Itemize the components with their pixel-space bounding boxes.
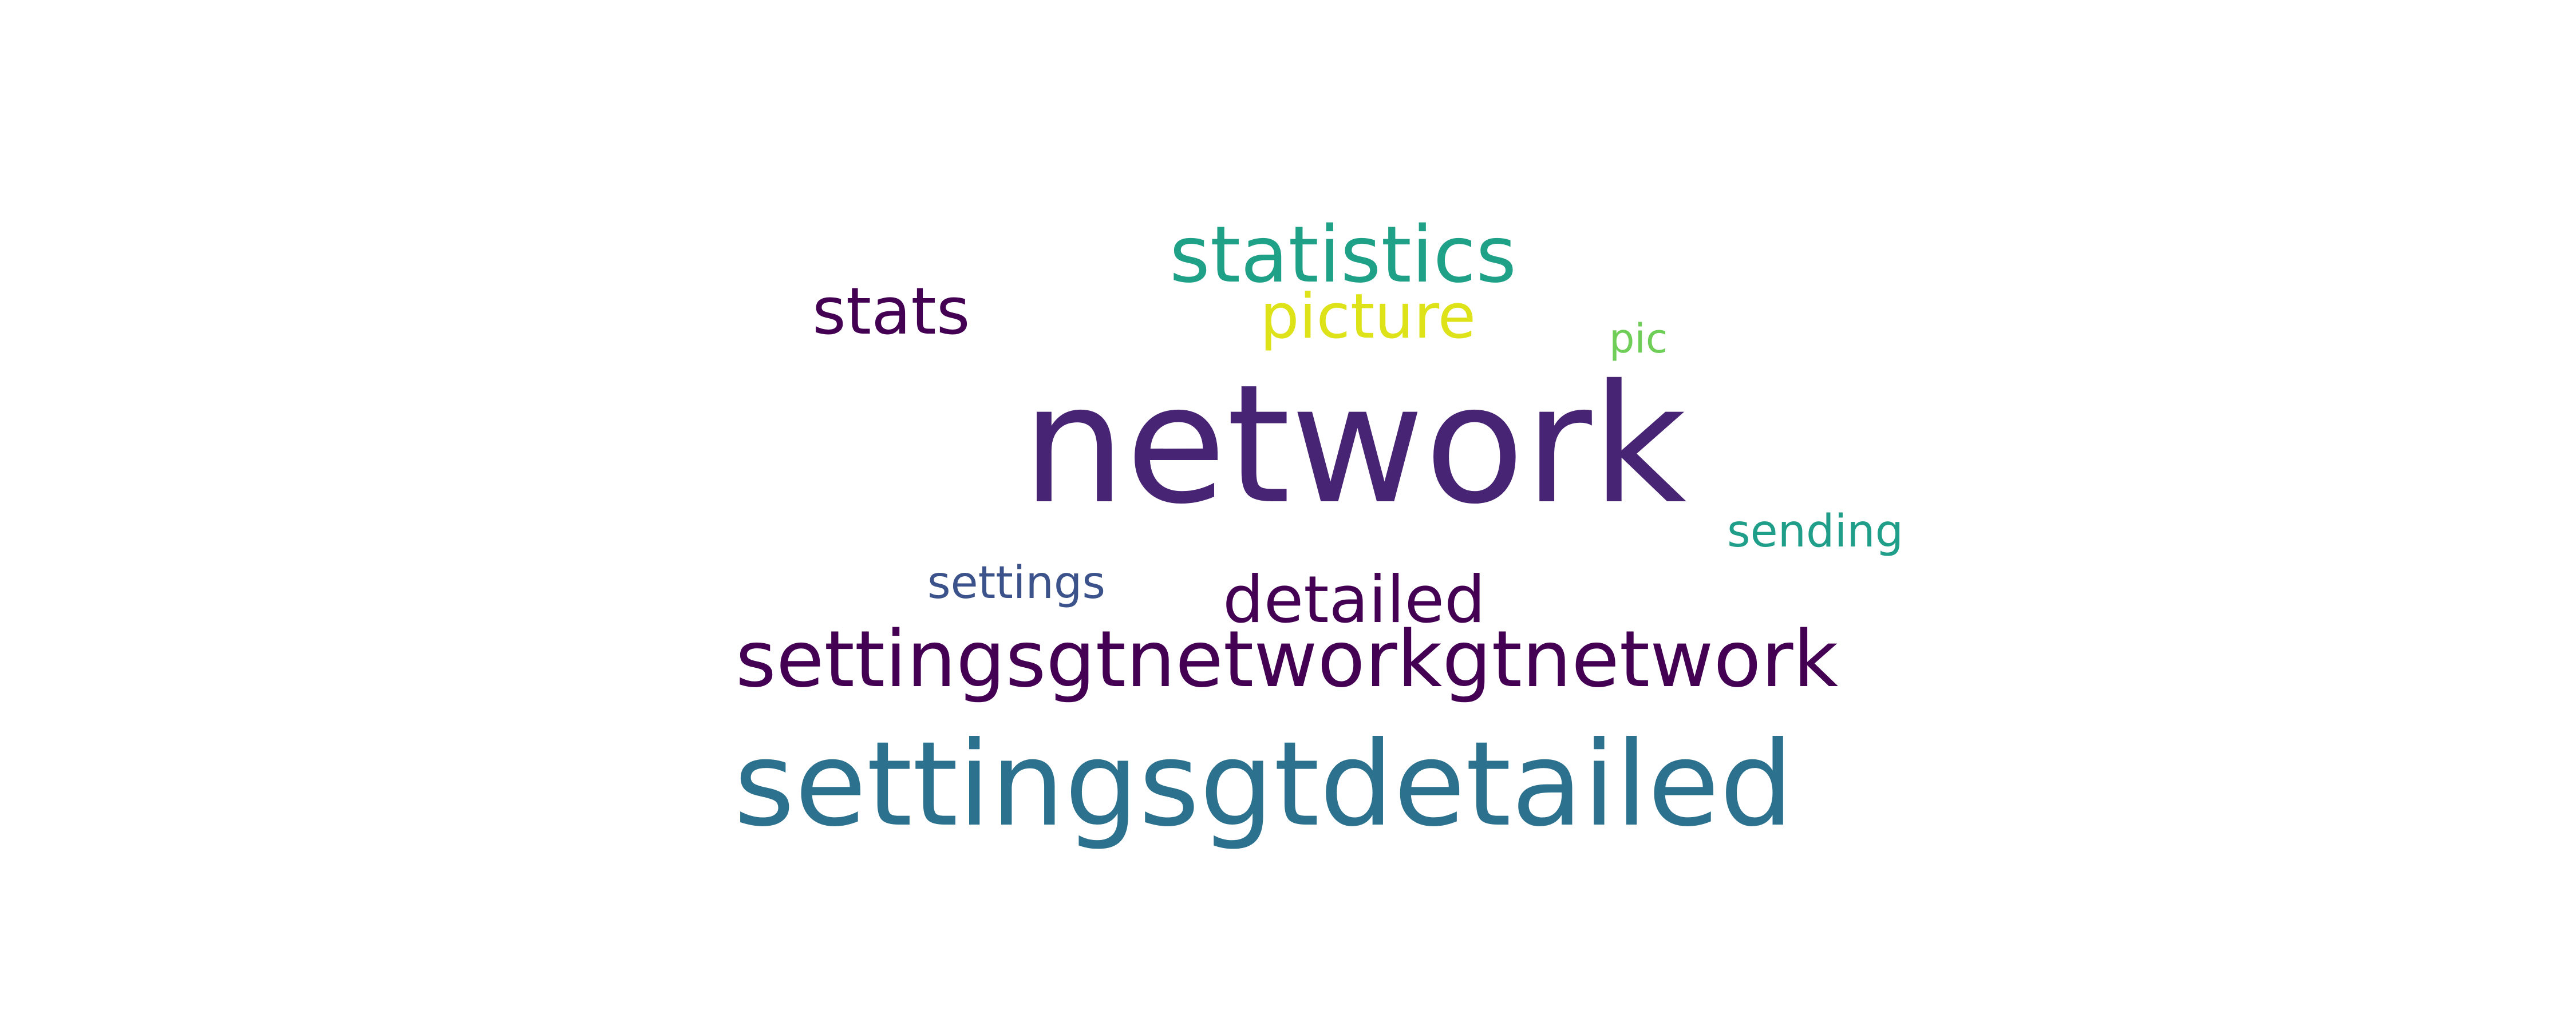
word-sending: sending [1727, 506, 1904, 557]
word-statistics: statistics [1170, 210, 1517, 300]
word-settingsgtnetworkgtnetwork: settingsgtnetworkgtnetwork [736, 615, 1839, 705]
word-stats: stats [812, 274, 970, 349]
word-settings: settings [927, 557, 1106, 609]
word-pic: pic [1609, 315, 1668, 362]
word-detailed: detailed [1223, 562, 1485, 637]
word-network: network [1022, 350, 1687, 540]
word-picture: picture [1260, 281, 1476, 352]
word-settingsgtdetailed: settingsgtdetailed [734, 717, 1794, 853]
